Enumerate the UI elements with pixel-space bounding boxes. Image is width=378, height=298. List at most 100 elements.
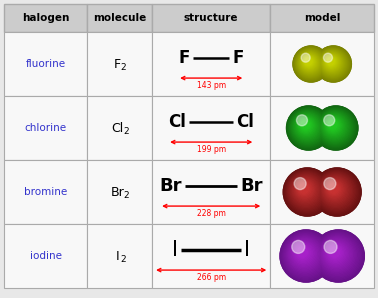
Circle shape <box>293 178 317 202</box>
Circle shape <box>296 115 318 137</box>
Circle shape <box>287 107 330 149</box>
Circle shape <box>328 246 342 260</box>
Circle shape <box>312 230 364 282</box>
Circle shape <box>290 175 322 207</box>
Circle shape <box>321 239 351 269</box>
Circle shape <box>293 243 314 264</box>
Circle shape <box>321 238 353 270</box>
Circle shape <box>292 111 323 142</box>
Circle shape <box>319 174 353 208</box>
Circle shape <box>290 240 318 268</box>
Circle shape <box>305 58 312 65</box>
Circle shape <box>317 109 353 146</box>
Circle shape <box>325 180 344 199</box>
Circle shape <box>293 46 329 82</box>
Circle shape <box>300 119 312 131</box>
Bar <box>270 96 374 160</box>
Circle shape <box>285 235 324 274</box>
Text: bromine: bromine <box>24 187 67 197</box>
Circle shape <box>316 234 359 277</box>
Circle shape <box>324 178 336 190</box>
Circle shape <box>324 54 340 70</box>
Text: 199 pm: 199 pm <box>197 145 226 154</box>
Circle shape <box>282 232 330 280</box>
Circle shape <box>328 121 337 129</box>
Circle shape <box>324 115 335 126</box>
Circle shape <box>296 246 309 259</box>
Circle shape <box>297 117 315 135</box>
Circle shape <box>326 244 345 263</box>
Text: halogen: halogen <box>22 13 69 23</box>
Circle shape <box>295 114 318 138</box>
Text: I: I <box>244 240 250 260</box>
Circle shape <box>324 55 339 69</box>
Text: Br: Br <box>111 185 124 198</box>
Circle shape <box>287 171 327 211</box>
Circle shape <box>315 233 360 278</box>
Circle shape <box>326 181 343 198</box>
Circle shape <box>304 57 313 66</box>
Circle shape <box>280 230 332 282</box>
Text: 266 pm: 266 pm <box>197 273 226 282</box>
Text: 2: 2 <box>120 255 126 265</box>
Circle shape <box>291 176 321 205</box>
Bar <box>4 32 87 96</box>
Circle shape <box>302 55 316 69</box>
Bar <box>152 160 270 224</box>
Circle shape <box>313 168 361 216</box>
Circle shape <box>327 58 334 65</box>
Circle shape <box>292 176 319 204</box>
Circle shape <box>287 236 323 273</box>
Circle shape <box>284 169 330 215</box>
Bar <box>4 160 87 224</box>
Circle shape <box>293 113 321 140</box>
Bar <box>87 4 152 32</box>
Circle shape <box>297 247 307 257</box>
Circle shape <box>325 56 337 68</box>
Circle shape <box>324 116 344 136</box>
Circle shape <box>290 109 326 146</box>
Circle shape <box>296 246 310 260</box>
Circle shape <box>328 183 339 194</box>
Circle shape <box>283 233 328 278</box>
Circle shape <box>318 110 352 145</box>
Circle shape <box>314 232 362 280</box>
Circle shape <box>292 242 315 265</box>
Circle shape <box>324 240 337 253</box>
Text: 143 pm: 143 pm <box>197 81 226 90</box>
Circle shape <box>289 108 327 147</box>
Circle shape <box>319 50 346 77</box>
Circle shape <box>292 240 305 253</box>
Text: 228 pm: 228 pm <box>197 209 226 218</box>
Text: Br: Br <box>160 177 182 195</box>
Circle shape <box>322 53 341 72</box>
Circle shape <box>317 235 358 275</box>
Circle shape <box>322 52 342 73</box>
Text: F: F <box>179 49 190 66</box>
Circle shape <box>323 54 341 71</box>
Circle shape <box>316 170 358 212</box>
Circle shape <box>301 54 318 71</box>
Circle shape <box>302 55 316 69</box>
Circle shape <box>329 246 341 259</box>
Circle shape <box>291 111 324 143</box>
Circle shape <box>299 118 313 132</box>
Circle shape <box>318 49 348 78</box>
Circle shape <box>297 181 312 197</box>
Circle shape <box>297 50 324 77</box>
Circle shape <box>290 110 325 145</box>
Text: Br: Br <box>240 177 263 195</box>
Circle shape <box>289 174 323 208</box>
Circle shape <box>315 170 359 214</box>
Circle shape <box>294 245 311 261</box>
Circle shape <box>316 171 356 211</box>
Circle shape <box>314 169 360 215</box>
Circle shape <box>317 48 349 79</box>
Circle shape <box>280 230 332 282</box>
Circle shape <box>299 52 320 73</box>
Circle shape <box>321 176 349 204</box>
Circle shape <box>294 178 306 190</box>
Circle shape <box>289 239 319 269</box>
Circle shape <box>320 112 349 141</box>
Circle shape <box>301 120 311 130</box>
